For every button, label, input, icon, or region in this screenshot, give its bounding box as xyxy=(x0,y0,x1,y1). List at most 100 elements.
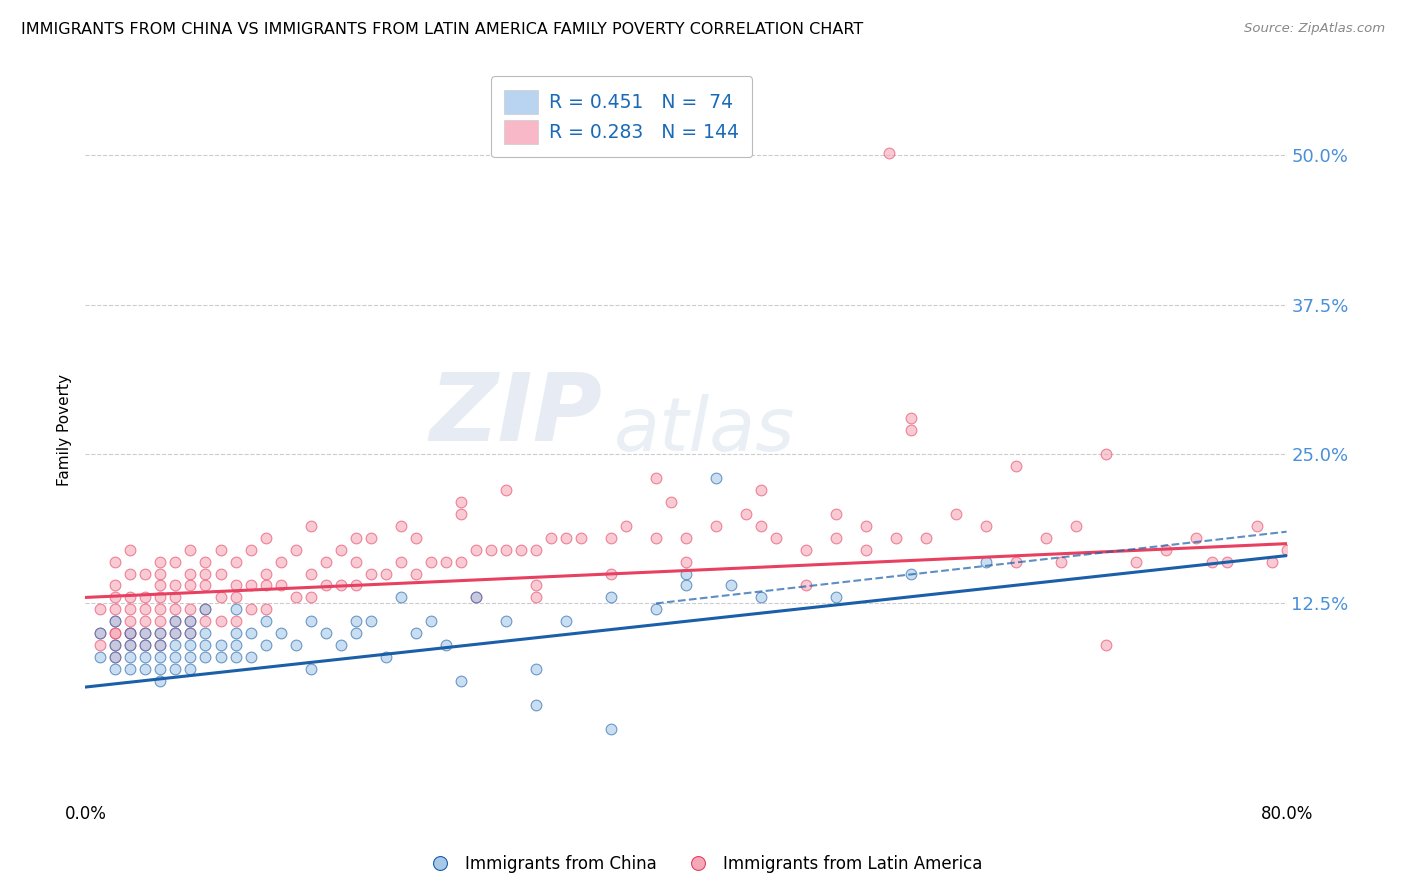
Point xyxy=(524,542,547,557)
Point xyxy=(569,531,592,545)
Point xyxy=(495,542,517,557)
Point xyxy=(1066,518,1088,533)
Text: ZIP: ZIP xyxy=(429,369,602,461)
Point xyxy=(134,566,156,581)
Point xyxy=(254,566,277,581)
Point xyxy=(120,566,142,581)
Point xyxy=(614,518,637,533)
Point xyxy=(419,555,441,569)
Point xyxy=(179,650,201,665)
Point xyxy=(524,698,547,712)
Point xyxy=(360,531,382,545)
Point xyxy=(149,578,172,592)
Point xyxy=(735,507,758,521)
Point xyxy=(120,615,142,629)
Point xyxy=(179,578,201,592)
Point xyxy=(374,650,396,665)
Point xyxy=(389,555,412,569)
Point xyxy=(1095,638,1118,652)
Point xyxy=(855,542,877,557)
Point xyxy=(344,615,367,629)
Point xyxy=(165,615,187,629)
Point xyxy=(495,615,517,629)
Text: IMMIGRANTS FROM CHINA VS IMMIGRANTS FROM LATIN AMERICA FAMILY POVERTY CORRELATIO: IMMIGRANTS FROM CHINA VS IMMIGRANTS FROM… xyxy=(21,22,863,37)
Point xyxy=(540,531,562,545)
Point xyxy=(270,555,292,569)
Point xyxy=(89,626,111,640)
Point xyxy=(877,145,900,160)
Point xyxy=(434,638,457,652)
Point xyxy=(104,578,127,592)
Point xyxy=(405,531,427,545)
Point xyxy=(194,650,217,665)
Point xyxy=(225,650,247,665)
Point xyxy=(254,531,277,545)
Point xyxy=(254,602,277,616)
Point xyxy=(104,638,127,652)
Point xyxy=(120,542,142,557)
Point xyxy=(1095,447,1118,461)
Point xyxy=(974,555,997,569)
Point xyxy=(194,615,217,629)
Point xyxy=(299,591,322,605)
Point xyxy=(149,638,172,652)
Point xyxy=(179,626,201,640)
Point xyxy=(464,591,486,605)
Point xyxy=(524,662,547,676)
Point xyxy=(315,555,337,569)
Point xyxy=(299,615,322,629)
Point xyxy=(194,555,217,569)
Point xyxy=(344,578,367,592)
Point xyxy=(134,591,156,605)
Point xyxy=(1215,555,1237,569)
Point xyxy=(120,626,142,640)
Point xyxy=(900,566,922,581)
Point xyxy=(450,555,472,569)
Point xyxy=(554,615,576,629)
Point xyxy=(134,626,156,640)
Text: atlas: atlas xyxy=(614,394,796,467)
Point xyxy=(599,722,621,736)
Point xyxy=(104,626,127,640)
Point xyxy=(179,626,201,640)
Point xyxy=(270,626,292,640)
Point xyxy=(209,638,232,652)
Point xyxy=(194,602,217,616)
Point xyxy=(1050,555,1073,569)
Point xyxy=(239,578,262,592)
Point xyxy=(389,591,412,605)
Point xyxy=(254,615,277,629)
Point xyxy=(704,471,727,485)
Point xyxy=(329,578,352,592)
Point xyxy=(284,591,307,605)
Point xyxy=(675,578,697,592)
Point xyxy=(225,615,247,629)
Point xyxy=(209,542,232,557)
Point xyxy=(509,542,531,557)
Point xyxy=(104,615,127,629)
Point xyxy=(149,638,172,652)
Point xyxy=(165,626,187,640)
Point xyxy=(239,542,262,557)
Point xyxy=(149,566,172,581)
Point xyxy=(749,591,772,605)
Point xyxy=(254,638,277,652)
Point xyxy=(794,578,817,592)
Point xyxy=(360,566,382,581)
Point xyxy=(1005,555,1028,569)
Point xyxy=(165,602,187,616)
Point xyxy=(165,615,187,629)
Point xyxy=(315,626,337,640)
Point xyxy=(1005,458,1028,473)
Point xyxy=(225,591,247,605)
Point xyxy=(344,555,367,569)
Point xyxy=(104,626,127,640)
Point xyxy=(104,555,127,569)
Point xyxy=(194,566,217,581)
Point xyxy=(179,615,201,629)
Point xyxy=(89,638,111,652)
Point xyxy=(524,591,547,605)
Point xyxy=(405,566,427,581)
Point xyxy=(464,591,486,605)
Point xyxy=(165,555,187,569)
